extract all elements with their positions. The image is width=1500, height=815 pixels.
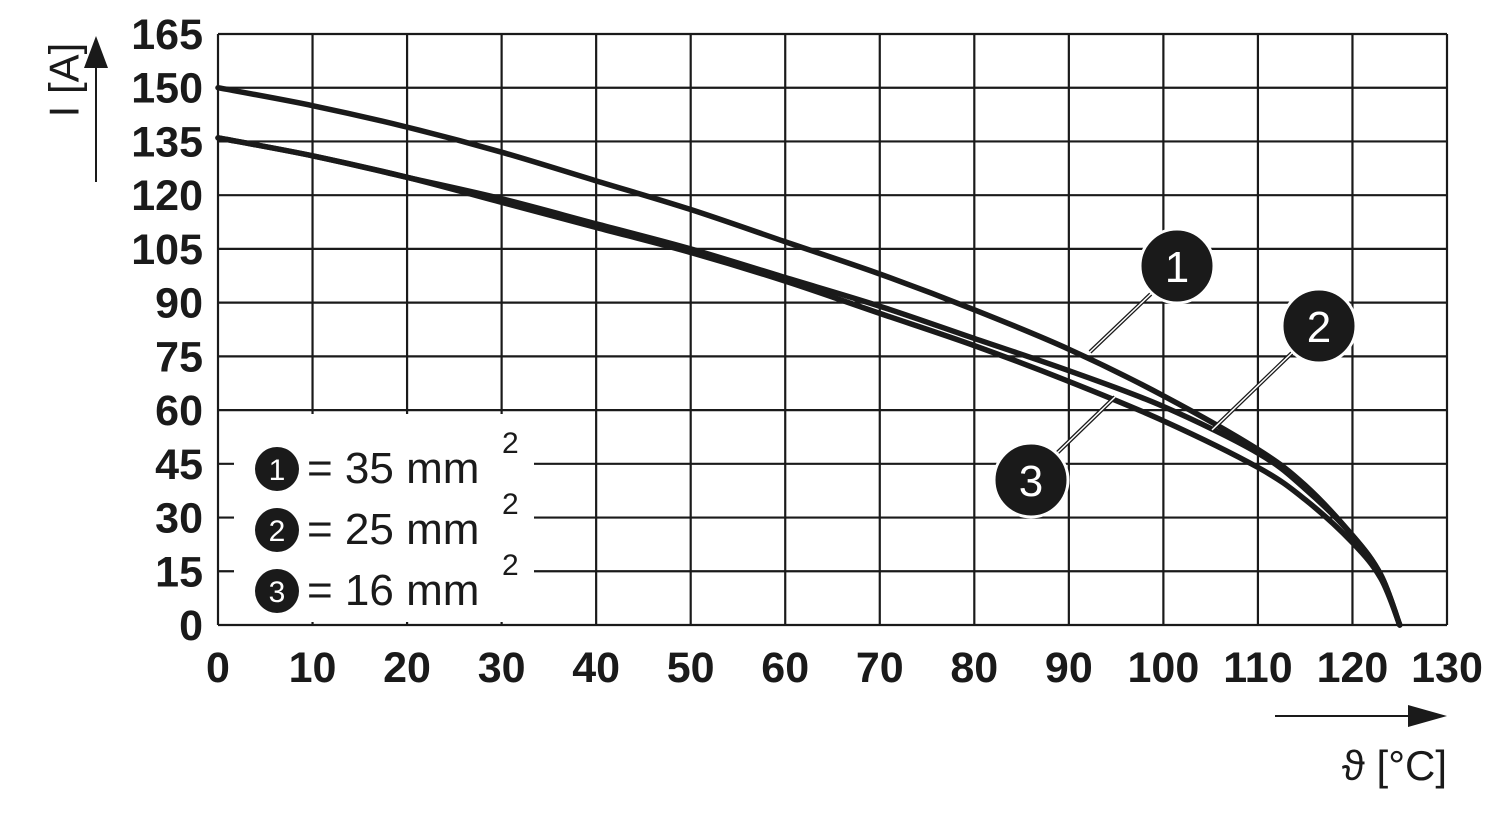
x-tick-label: 100 <box>1128 644 1200 692</box>
callout-3-badge-icon <box>992 441 1070 519</box>
callout-3-label: 3 <box>1019 457 1043 506</box>
y-tick-label: 120 <box>131 172 203 220</box>
x-axis-title-group: ϑ [°C] <box>1275 705 1447 789</box>
y-axis-title-group: I [A] <box>41 36 108 182</box>
y-tick-label: 135 <box>131 118 203 166</box>
x-tick-label: 70 <box>856 644 904 692</box>
legend-item-3-sup: 2 <box>502 549 519 582</box>
x-tick-label: 10 <box>289 644 337 692</box>
legend-badge-3-icon <box>255 569 299 613</box>
x-tick-label: 0 <box>206 644 230 692</box>
legend-item-3-text: = 16 mm <box>307 566 479 615</box>
y-tick-label: 60 <box>155 387 203 435</box>
y-tick-label: 0 <box>179 602 203 650</box>
legend-item-2-sup: 2 <box>502 488 519 521</box>
x-tick-label: 110 <box>1223 644 1292 692</box>
series-layer <box>215 84 1403 628</box>
x-tick-label: 120 <box>1317 644 1389 692</box>
legend-item-1-sup: 2 <box>502 427 519 460</box>
x-tick-label: 50 <box>667 644 715 692</box>
callout-3-leader-highlight <box>1054 396 1116 456</box>
x-tick-label: 80 <box>950 644 998 692</box>
x-tick-label: 20 <box>383 644 431 692</box>
x-axis-title: ϑ [°C] <box>1342 742 1447 789</box>
x-tick-label: 130 <box>1411 644 1483 692</box>
legend-item-2-text: = 25 mm <box>307 505 479 554</box>
y-tick-label: 165 <box>131 11 203 59</box>
callouts: 1 2 3 <box>992 227 1358 519</box>
y-tick-label: 45 <box>155 441 203 489</box>
x-tick-label: 30 <box>478 644 526 692</box>
legend-badge-2-icon <box>255 508 299 552</box>
legend-badge-1-icon <box>255 447 299 491</box>
y-axis-arrowhead <box>84 36 108 68</box>
y-axis-title: I [A] <box>41 43 88 118</box>
y-tick-label: 150 <box>131 65 203 113</box>
legend-badge-2-label: 2 <box>269 515 286 548</box>
legend-item-2: 2 = 25 mm 2 <box>255 488 519 554</box>
y-tick-label: 105 <box>131 226 203 274</box>
legend-item-1-text: = 35 mm <box>307 444 479 493</box>
y-tick-label: 90 <box>155 280 203 328</box>
legend-badge-3-label: 3 <box>269 576 286 609</box>
y-tick-label: 30 <box>155 495 203 543</box>
y-tick-label: 75 <box>155 333 203 381</box>
callout-1-label: 1 <box>1165 243 1189 292</box>
y-tick-label: 15 <box>155 548 203 596</box>
legend-item-1: 1 = 35 mm 2 <box>255 427 519 493</box>
x-tick-label: 90 <box>1045 644 1093 692</box>
x-axis-arrowhead <box>1408 705 1447 727</box>
callout-1-badge-icon <box>1138 227 1216 305</box>
callout-2-badge-icon <box>1280 287 1358 365</box>
legend-badge-1-label: 1 <box>269 454 286 487</box>
callout-2-leader-highlight <box>1211 349 1296 431</box>
callout-1-leader-highlight <box>1089 289 1156 353</box>
x-tick-label: 60 <box>761 644 809 692</box>
x-tick-label: 40 <box>572 644 620 692</box>
legend-item-3: 3 = 16 mm 2 <box>255 549 519 615</box>
callout-2-label: 2 <box>1307 303 1331 352</box>
legend: 1 = 35 mm 2 2 = 25 mm 2 3 = 16 mm 2 <box>234 414 534 622</box>
tick-labels: 0 10 20 30 40 50 60 70 80 90 100 110 120 130015304560… <box>131 11 1483 692</box>
series-line-3 <box>215 135 1403 628</box>
